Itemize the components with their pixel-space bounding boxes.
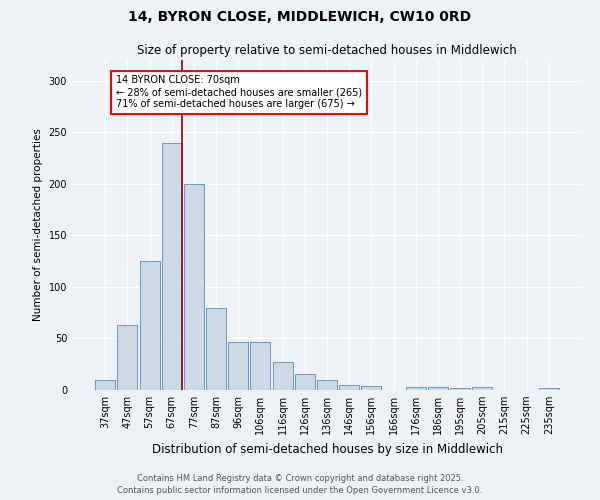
Bar xyxy=(206,308,226,390)
Bar xyxy=(339,385,359,390)
Bar xyxy=(361,386,382,390)
Bar xyxy=(162,142,182,390)
Bar xyxy=(118,325,137,390)
Bar xyxy=(450,388,470,390)
Text: Contains HM Land Registry data © Crown copyright and database right 2025.
Contai: Contains HM Land Registry data © Crown c… xyxy=(118,474,482,495)
Bar xyxy=(184,184,204,390)
Text: 14, BYRON CLOSE, MIDDLEWICH, CW10 0RD: 14, BYRON CLOSE, MIDDLEWICH, CW10 0RD xyxy=(128,10,472,24)
Bar xyxy=(228,342,248,390)
Bar xyxy=(317,380,337,390)
Bar xyxy=(295,374,315,390)
Bar xyxy=(250,342,271,390)
X-axis label: Distribution of semi-detached houses by size in Middlewich: Distribution of semi-detached houses by … xyxy=(151,442,503,456)
Bar xyxy=(428,387,448,390)
Bar xyxy=(95,380,115,390)
Text: 14 BYRON CLOSE: 70sqm
← 28% of semi-detached houses are smaller (265)
71% of sem: 14 BYRON CLOSE: 70sqm ← 28% of semi-deta… xyxy=(116,76,362,108)
Bar xyxy=(406,387,426,390)
Bar xyxy=(539,388,559,390)
Y-axis label: Number of semi-detached properties: Number of semi-detached properties xyxy=(33,128,43,322)
Bar xyxy=(272,362,293,390)
Bar xyxy=(472,387,492,390)
Title: Size of property relative to semi-detached houses in Middlewich: Size of property relative to semi-detach… xyxy=(137,44,517,58)
Bar xyxy=(140,261,160,390)
